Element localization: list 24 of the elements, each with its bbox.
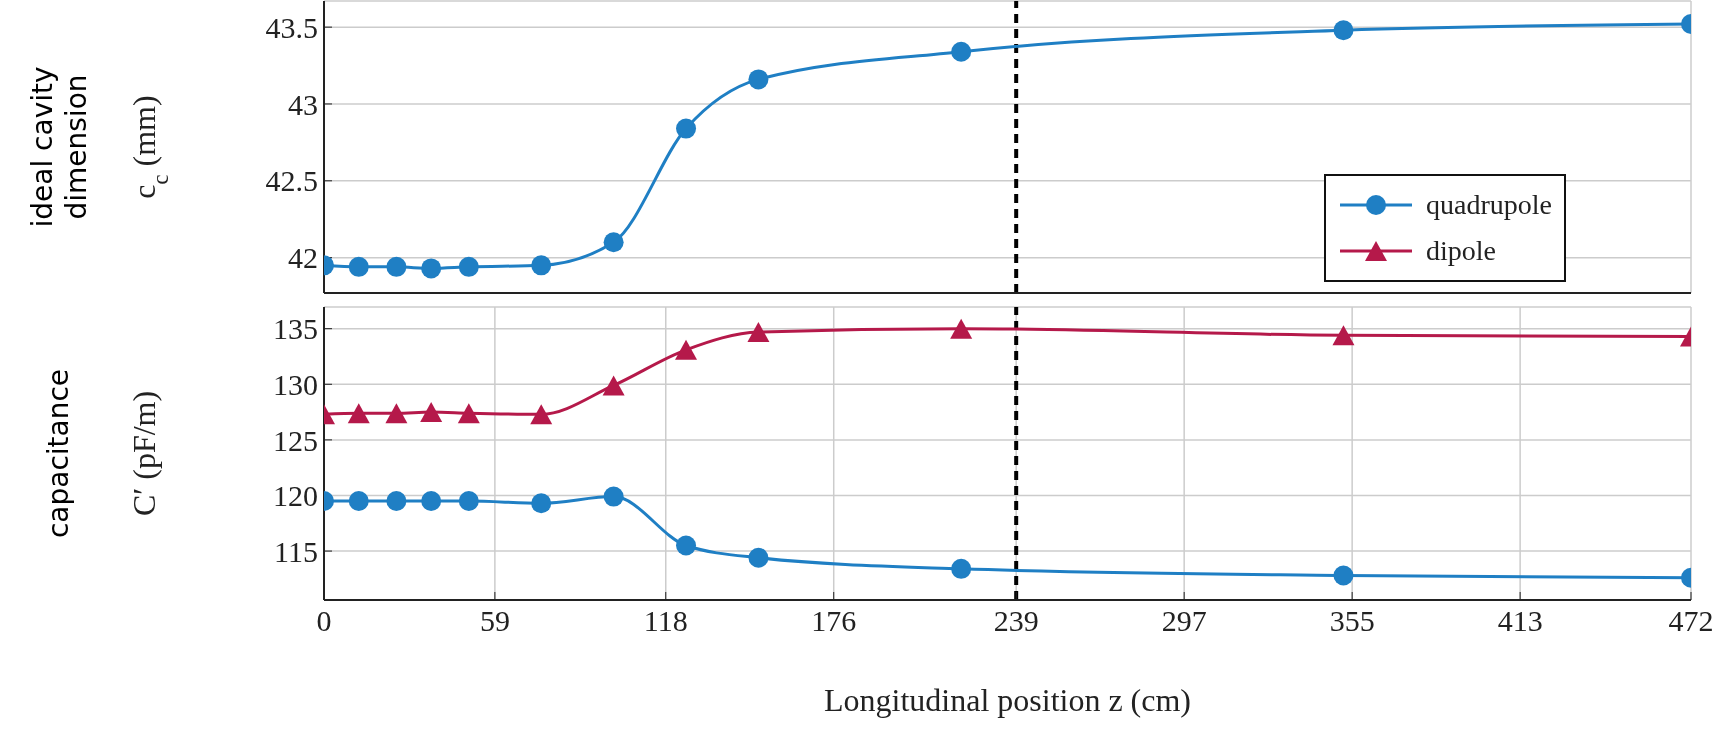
x-axis-title: Longitudinal position z (cm) xyxy=(822,682,1192,719)
y-tick-label: 42 xyxy=(288,241,318,275)
x-tick-label: 355 xyxy=(1329,604,1375,638)
x-tick-label: 472 xyxy=(1668,604,1714,638)
x-tick-label: 413 xyxy=(1497,604,1543,638)
x-tick-label: 297 xyxy=(1161,604,1207,638)
y-axis-title: C′ (pF/m) xyxy=(126,390,162,517)
x-tick-label: 0 xyxy=(316,604,332,638)
x-tick-label: 59 xyxy=(479,604,510,638)
x-tick-label: 239 xyxy=(993,604,1039,638)
y-tick-label: 135 xyxy=(273,312,318,346)
y-tick-label: 43 xyxy=(288,87,318,121)
y-tick-label: 120 xyxy=(273,479,318,513)
text: capacitance xyxy=(42,368,75,539)
y-tick-label: 130 xyxy=(273,367,318,401)
y-tick-label: 125 xyxy=(273,423,318,457)
y-tick-label: 43.5 xyxy=(265,10,318,44)
legend-label: quadrupole xyxy=(1426,189,1552,221)
x-tick-label: 176 xyxy=(811,604,857,638)
y-tick-label: 115 xyxy=(274,534,318,568)
x-tick-label: 118 xyxy=(643,604,688,638)
legend-label: dipole xyxy=(1426,235,1496,267)
y-tick-label: 42.5 xyxy=(265,164,318,198)
text: ideal cavity dimension xyxy=(26,66,93,228)
